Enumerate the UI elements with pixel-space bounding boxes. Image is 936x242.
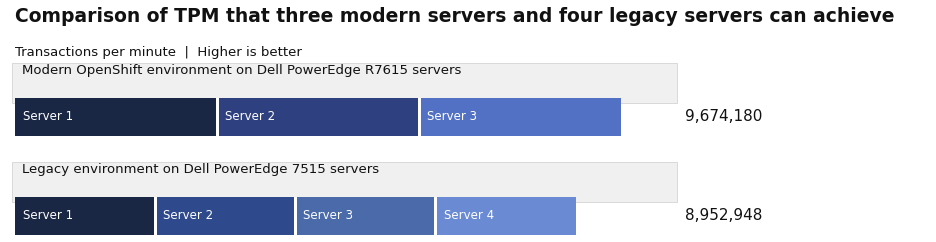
Text: 8,952,948: 8,952,948 [684,209,761,223]
FancyBboxPatch shape [417,98,420,136]
FancyBboxPatch shape [296,197,435,235]
Text: Server 4: Server 4 [443,210,493,222]
FancyBboxPatch shape [419,98,621,136]
Text: Server 3: Server 3 [427,110,476,123]
FancyBboxPatch shape [217,98,419,136]
Text: Server 2: Server 2 [163,210,213,222]
Text: 9,674,180: 9,674,180 [684,109,761,124]
FancyBboxPatch shape [15,98,217,136]
Text: Legacy environment on Dell PowerEdge 7515 servers: Legacy environment on Dell PowerEdge 751… [22,163,378,176]
Text: Modern OpenShift environment on Dell PowerEdge R7615 servers: Modern OpenShift environment on Dell Pow… [22,64,461,77]
FancyBboxPatch shape [11,162,676,202]
Text: Server 3: Server 3 [303,210,353,222]
Text: Server 2: Server 2 [225,110,275,123]
FancyBboxPatch shape [11,63,676,103]
FancyBboxPatch shape [155,197,296,235]
FancyBboxPatch shape [154,197,157,235]
Text: Transactions per minute  |  Higher is better: Transactions per minute | Higher is bett… [15,46,302,59]
Text: Comparison of TPM that three modern servers and four legacy servers can achieve: Comparison of TPM that three modern serv… [15,7,894,26]
FancyBboxPatch shape [294,197,297,235]
FancyBboxPatch shape [435,197,576,235]
Text: Server 1: Server 1 [23,210,73,222]
Text: Server 1: Server 1 [23,110,73,123]
FancyBboxPatch shape [434,197,437,235]
FancyBboxPatch shape [215,98,219,136]
FancyBboxPatch shape [15,197,155,235]
